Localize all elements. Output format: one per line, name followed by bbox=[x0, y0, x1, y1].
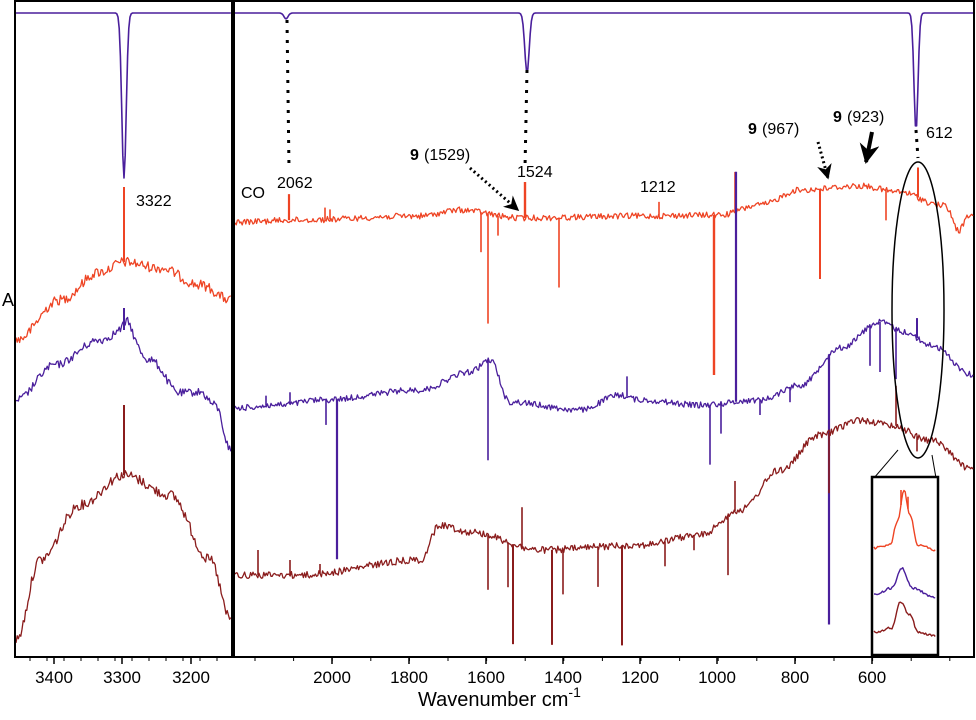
right-x-tick-label: 600 bbox=[858, 668, 886, 687]
y-axis-label: A bbox=[2, 290, 14, 310]
arrow-1529 bbox=[469, 166, 520, 212]
left-reference-trace bbox=[16, 12, 231, 179]
right-panel-frame bbox=[233, 0, 975, 658]
left-x-tick-label: 3300 bbox=[103, 668, 141, 687]
right-x-tick-label: 1600 bbox=[467, 668, 505, 687]
guide-1524 bbox=[523, 69, 529, 169]
x-axis-label-exponent: -1 bbox=[568, 684, 581, 700]
label-co: CO bbox=[241, 185, 265, 202]
right-panel-plot bbox=[235, 12, 974, 646]
inset-box bbox=[870, 475, 940, 657]
right-reference-trace bbox=[235, 12, 973, 127]
left-panel-frame bbox=[14, 0, 233, 658]
annotation-1529-num: 9 bbox=[410, 147, 419, 164]
inset-orange-trace bbox=[873, 489, 936, 552]
right-x-tick-label: 1400 bbox=[544, 668, 582, 687]
left-x-tick-label: 3400 bbox=[35, 668, 73, 687]
peak-label-3322: 3322 bbox=[136, 193, 172, 210]
label-1524: 1524 bbox=[517, 164, 553, 181]
left-x-tick-label: 3200 bbox=[172, 668, 210, 687]
annotation-967-num: 9 bbox=[748, 121, 757, 138]
right-x-tick-label: 1000 bbox=[698, 668, 736, 687]
right-orange-trace bbox=[235, 182, 974, 234]
guide-612 bbox=[914, 129, 920, 159]
annotation-923-num: 9 bbox=[833, 109, 842, 126]
arrow-923 bbox=[859, 131, 880, 164]
right-x-tick-label: 2000 bbox=[313, 668, 351, 687]
guide-2062 bbox=[285, 19, 291, 169]
annotation-1529-val: (1529) bbox=[424, 147, 470, 164]
inset-purple-trace bbox=[874, 567, 936, 599]
inset-brown-trace bbox=[873, 601, 936, 637]
right-x-tick-label: 1800 bbox=[390, 668, 428, 687]
annotation-923-val: (923) bbox=[847, 109, 884, 126]
left-panel-plot bbox=[16, 12, 231, 644]
right-x-tick-label: 800 bbox=[781, 668, 809, 687]
label-2062: 2062 bbox=[277, 175, 313, 192]
x-axis-label: Wavenumber cm-1 bbox=[418, 684, 581, 711]
highlight-ellipse bbox=[891, 161, 945, 459]
right-x-tick-label: 1200 bbox=[621, 668, 659, 687]
right-brown-trace bbox=[235, 417, 974, 579]
label-1212: 1212 bbox=[640, 179, 676, 196]
left-brown-trace bbox=[16, 470, 231, 644]
label-612: 612 bbox=[926, 125, 953, 142]
right-purple-trace bbox=[235, 318, 974, 413]
arrow-967 bbox=[816, 141, 832, 180]
annotation-967-val: (967) bbox=[762, 121, 799, 138]
